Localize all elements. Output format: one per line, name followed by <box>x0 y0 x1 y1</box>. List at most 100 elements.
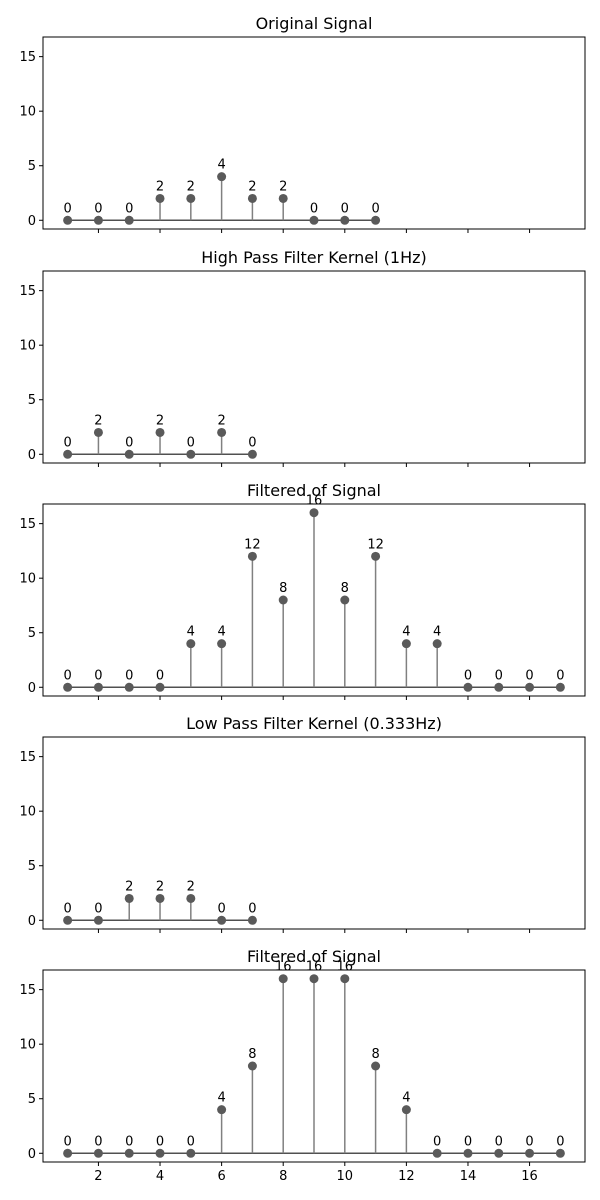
stem-marker <box>494 1148 504 1158</box>
y-tick-label: 10 <box>19 1038 36 1053</box>
data-label: 0 <box>217 901 225 916</box>
stem-marker <box>432 639 442 649</box>
stem-marker <box>555 1148 565 1158</box>
data-label: 0 <box>63 668 71 683</box>
data-label: 2 <box>187 879 195 894</box>
data-label: 8 <box>248 1047 256 1062</box>
data-label: 16 <box>306 960 323 975</box>
stem-marker <box>63 449 73 459</box>
chart-title: High Pass Filter Kernel (1Hz) <box>201 248 427 267</box>
stem-marker <box>309 508 319 518</box>
stem-marker <box>247 551 257 561</box>
stem-marker <box>247 915 257 925</box>
data-label: 2 <box>279 179 287 194</box>
stem-marker <box>309 215 319 225</box>
chart-title: Filtered of Signal <box>247 947 381 966</box>
stem-marker <box>432 1148 442 1158</box>
data-label: 0 <box>94 1134 102 1149</box>
stem-marker <box>278 193 288 203</box>
stem-marker <box>186 1148 196 1158</box>
data-label: 8 <box>341 581 349 596</box>
stem-marker <box>93 427 103 437</box>
data-label: 2 <box>248 179 256 194</box>
stem-marker <box>309 974 319 984</box>
data-label: 0 <box>525 668 533 683</box>
stem-marker <box>93 1148 103 1158</box>
stem-marker <box>217 427 227 437</box>
y-tick-label: 10 <box>19 805 36 820</box>
y-tick-label: 15 <box>19 750 36 765</box>
data-label: 2 <box>217 413 225 428</box>
stem-marker <box>525 1148 535 1158</box>
stem-marker <box>63 215 73 225</box>
stem-marker <box>124 215 134 225</box>
data-label: 0 <box>63 901 71 916</box>
data-label: 4 <box>402 1091 410 1106</box>
stem-marker <box>371 551 381 561</box>
stem-marker <box>186 639 196 649</box>
chart-title: Filtered of Signal <box>247 481 381 500</box>
data-label: 0 <box>495 668 503 683</box>
data-label: 2 <box>187 179 195 194</box>
y-tick-label: 0 <box>28 681 36 696</box>
x-tick-label: 16 <box>521 1169 538 1184</box>
stem-marker <box>463 1148 473 1158</box>
x-tick-label: 14 <box>460 1169 477 1184</box>
stem-marker <box>93 215 103 225</box>
y-tick-label: 10 <box>19 572 36 587</box>
data-label: 0 <box>556 668 564 683</box>
stem-marker <box>247 1061 257 1071</box>
stem-marker <box>155 1148 165 1158</box>
y-tick-label: 10 <box>19 105 36 120</box>
stem-marker <box>155 193 165 203</box>
data-label: 4 <box>187 625 195 640</box>
stem-marker <box>525 682 535 692</box>
stem-marker <box>371 1061 381 1071</box>
stem-marker <box>155 893 165 903</box>
data-label: 12 <box>367 537 384 552</box>
data-label: 0 <box>94 901 102 916</box>
data-label: 0 <box>156 1134 164 1149</box>
stem-marker <box>555 682 565 692</box>
stem-marker <box>186 449 196 459</box>
data-label: 0 <box>464 1134 472 1149</box>
stem-marker <box>186 893 196 903</box>
x-tick-label: 4 <box>156 1169 164 1184</box>
axes-frame <box>42 270 586 464</box>
data-label: 0 <box>187 1134 195 1149</box>
data-label: 2 <box>94 413 102 428</box>
data-label: 0 <box>125 1134 133 1149</box>
y-tick-label: 0 <box>28 1147 36 1162</box>
stem-marker <box>401 639 411 649</box>
data-label: 0 <box>94 201 102 216</box>
y-tick-label: 5 <box>28 1092 36 1107</box>
y-tick-label: 5 <box>28 159 36 174</box>
stem-marker <box>155 682 165 692</box>
axes-frame <box>42 36 586 230</box>
stem-marker <box>93 682 103 692</box>
stem-marker <box>247 193 257 203</box>
y-tick-label: 15 <box>19 284 36 299</box>
stem-marker <box>278 974 288 984</box>
y-tick-label: 5 <box>28 393 36 408</box>
stem-marker <box>124 1148 134 1158</box>
data-label: 0 <box>125 201 133 216</box>
data-label: 4 <box>217 1091 225 1106</box>
stem-marker <box>340 595 350 605</box>
data-label: 0 <box>310 201 318 216</box>
stem-marker <box>217 639 227 649</box>
stem-marker <box>217 172 227 182</box>
chart-title: Original Signal <box>256 14 373 33</box>
data-label: 0 <box>495 1134 503 1149</box>
data-label: 8 <box>371 1047 379 1062</box>
x-tick-label: 12 <box>398 1169 415 1184</box>
chart-title: Low Pass Filter Kernel (0.333Hz) <box>186 714 442 733</box>
stem-marker <box>278 595 288 605</box>
data-label: 0 <box>187 435 195 450</box>
data-label: 0 <box>63 201 71 216</box>
x-tick-label: 2 <box>94 1169 102 1184</box>
axes-frame <box>42 736 586 930</box>
data-label: 4 <box>217 625 225 640</box>
